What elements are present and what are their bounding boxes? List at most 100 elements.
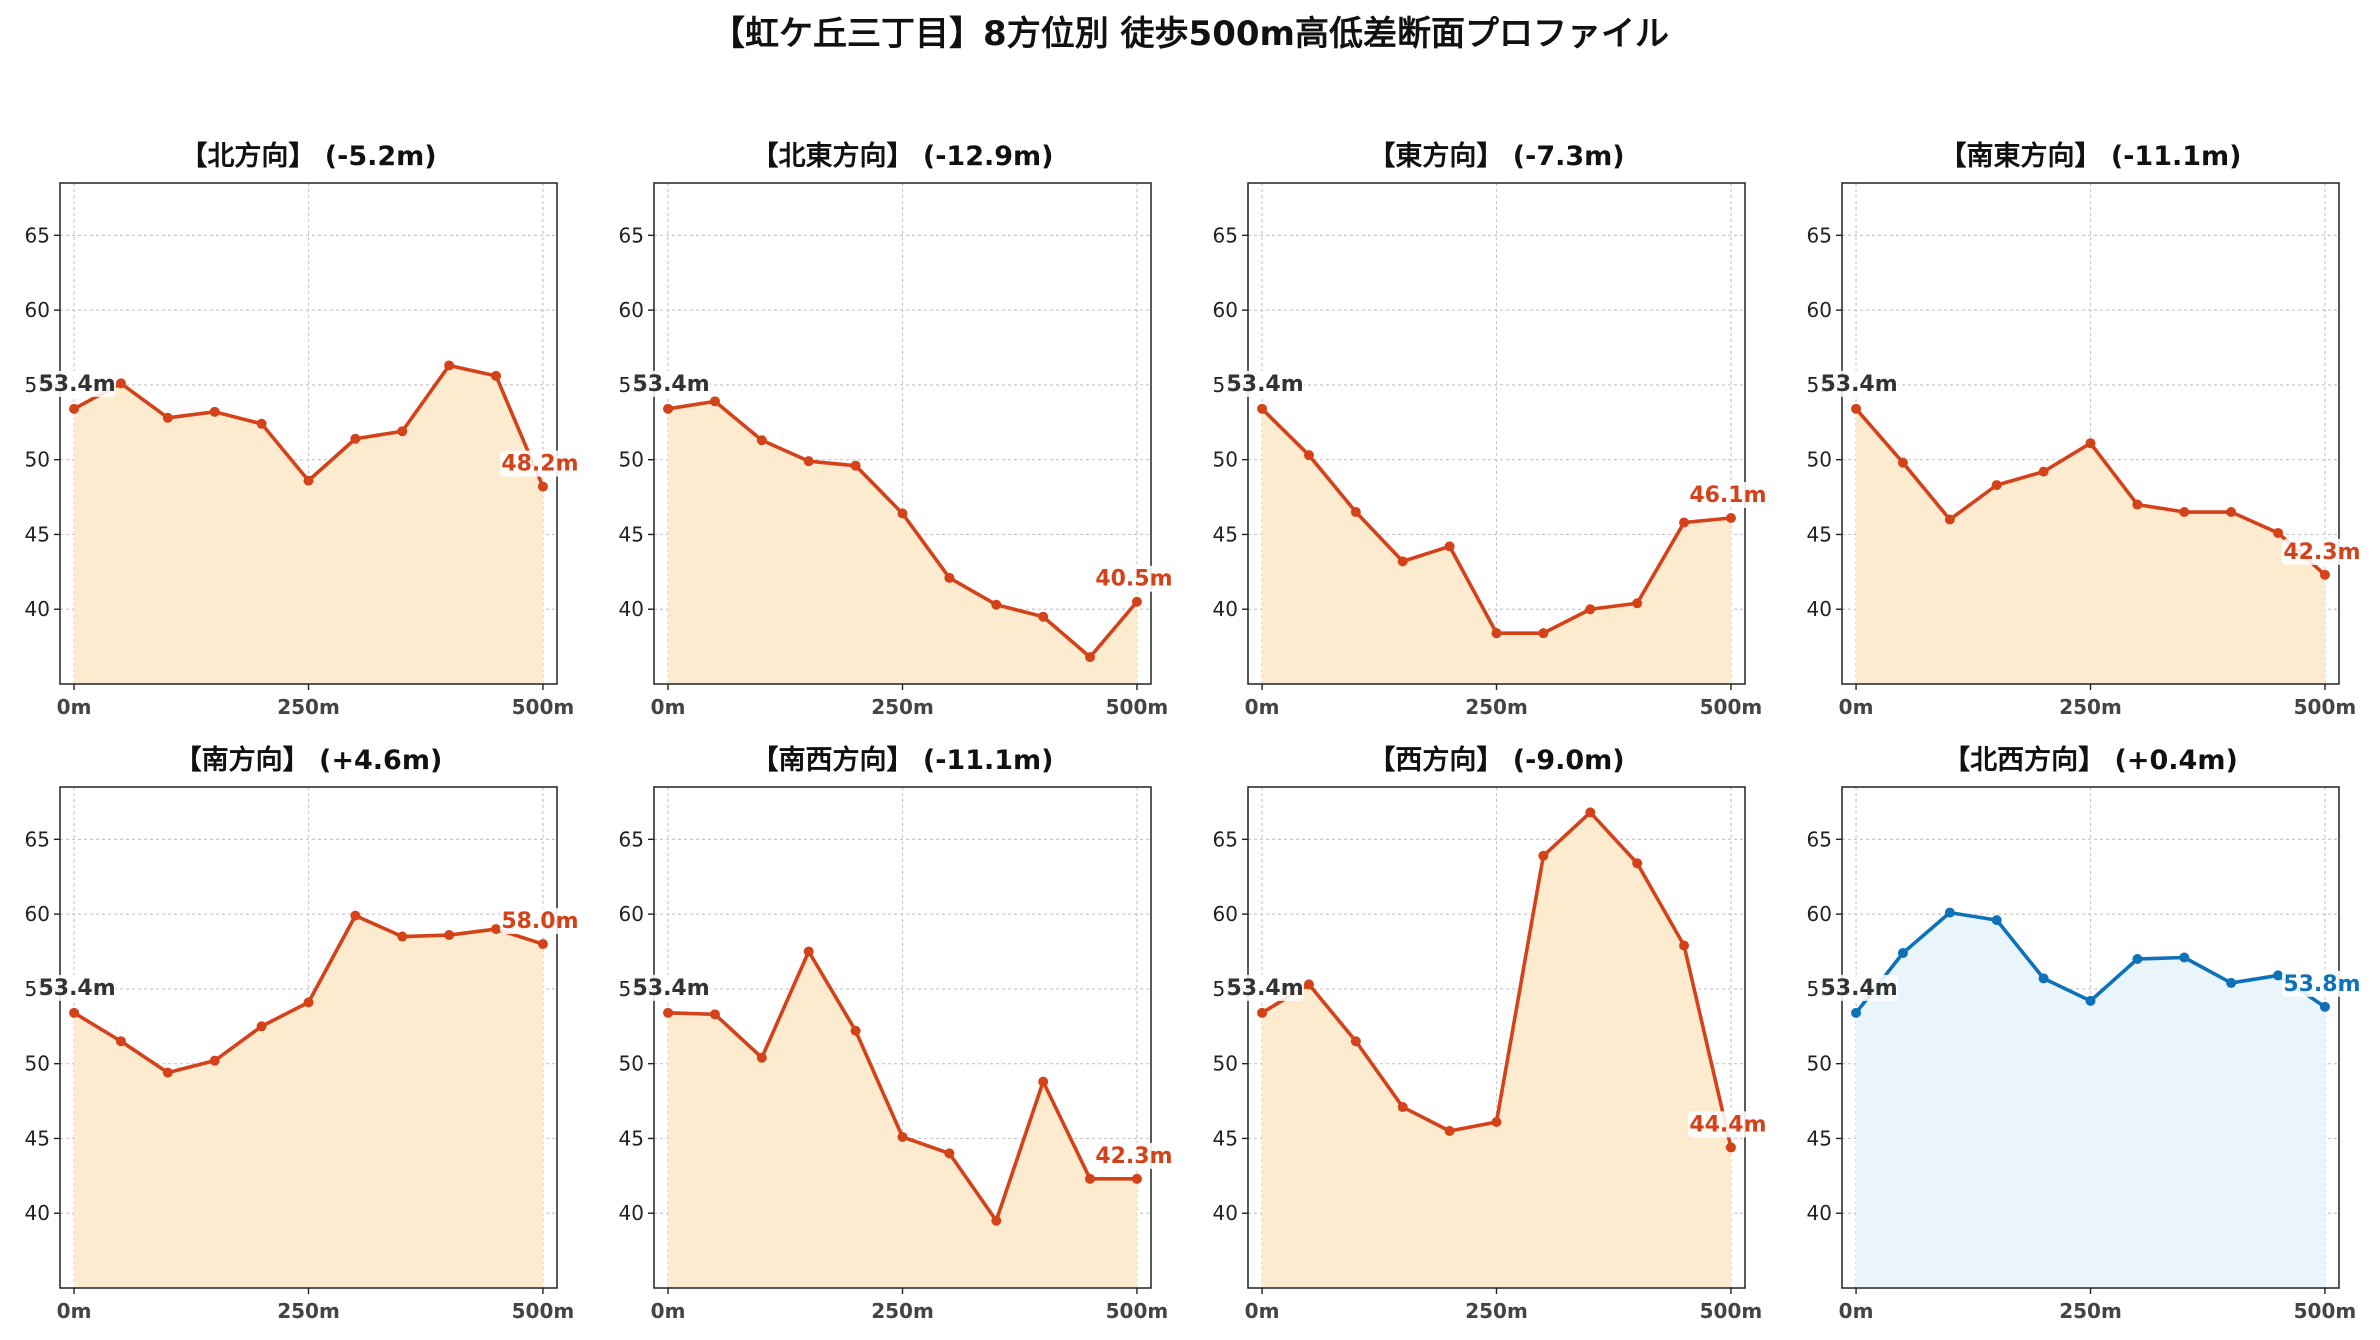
y-tick-label: 60 — [1213, 298, 1238, 322]
x-tick-label: 250m — [871, 695, 934, 719]
x-tick-label: 0m — [57, 695, 92, 719]
x-tick-label: 250m — [1465, 695, 1528, 719]
y-tick-label: 40 — [1213, 1201, 1238, 1225]
data-point — [944, 1148, 955, 1159]
start-label-bg — [632, 974, 711, 1001]
data-point — [1350, 507, 1361, 518]
data-point — [897, 1131, 908, 1142]
end-label-bg — [2281, 970, 2362, 997]
data-point — [1585, 604, 1596, 615]
x-tick-label: 0m — [651, 695, 686, 719]
elevation-area — [668, 401, 1137, 684]
start-label: 53.4m — [38, 372, 115, 397]
data-point — [756, 1052, 767, 1063]
y-tick-label: 40 — [1807, 1201, 1832, 1225]
start-label-bg — [38, 370, 117, 397]
data-point — [1725, 1142, 1736, 1153]
y-tick-label: 40 — [25, 597, 50, 621]
data-point — [491, 370, 502, 381]
end-label-bg — [499, 908, 580, 935]
elevation-area — [1262, 812, 1731, 1288]
data-point — [709, 1009, 720, 1020]
data-point — [1725, 512, 1736, 523]
end-label-bg — [499, 450, 580, 477]
data-point — [209, 1055, 220, 1066]
start-label: 53.4m — [1820, 976, 1897, 1001]
data-point — [2038, 973, 2049, 984]
start-label-bg — [1226, 370, 1305, 397]
data-point — [1632, 598, 1643, 609]
start-label-bg — [1820, 974, 1899, 1001]
data-point — [537, 481, 548, 492]
data-point — [162, 1067, 173, 1078]
chart-title: 【東方向】 (-7.3m) — [1368, 140, 1624, 172]
y-tick-label: 45 — [619, 1126, 644, 1150]
data-point — [1897, 948, 1908, 959]
x-tick-label: 250m — [871, 1299, 934, 1323]
data-point — [1632, 858, 1643, 869]
x-tick-label: 250m — [277, 695, 340, 719]
data-point — [1679, 940, 1690, 951]
y-tick-label: 45 — [1213, 1126, 1238, 1150]
y-tick-label: 45 — [25, 522, 50, 546]
end-label-bg — [1093, 565, 1174, 592]
start-label-bg — [38, 974, 117, 1001]
end-label: 40.5m — [1095, 567, 1172, 592]
x-tick-label: 250m — [1465, 1299, 1528, 1323]
data-point — [1303, 450, 1314, 461]
data-point — [803, 946, 814, 957]
data-point — [444, 930, 455, 941]
x-tick-label: 500m — [512, 1299, 575, 1323]
data-point — [897, 508, 908, 519]
y-tick-label: 65 — [1213, 223, 1238, 247]
data-point — [991, 599, 1002, 610]
chart-title: 【北東方向】 (-12.9m) — [751, 140, 1053, 172]
data-point — [397, 931, 408, 942]
data-point — [709, 396, 720, 407]
data-point — [444, 360, 455, 371]
data-point — [256, 418, 267, 429]
x-tick-label: 250m — [2059, 695, 2122, 719]
x-tick-label: 0m — [1245, 695, 1280, 719]
x-tick-label: 500m — [2294, 695, 2357, 719]
data-point — [1944, 514, 1955, 525]
data-point — [162, 412, 173, 423]
data-point — [1131, 1173, 1142, 1184]
y-tick-label: 40 — [619, 1201, 644, 1225]
data-point — [756, 435, 767, 446]
x-tick-label: 500m — [2294, 1299, 2357, 1323]
x-tick-label: 500m — [1106, 695, 1169, 719]
start-label: 53.4m — [1226, 372, 1303, 397]
data-point — [1851, 403, 1862, 414]
start-label: 53.4m — [1226, 976, 1303, 1001]
data-point — [303, 475, 314, 486]
y-tick-label: 45 — [1807, 522, 1832, 546]
start-label: 53.4m — [632, 372, 709, 397]
chart-title: 【南方向】 (+4.6m) — [175, 744, 443, 776]
x-tick-label: 500m — [1700, 1299, 1763, 1323]
data-point — [1131, 596, 1142, 607]
x-tick-label: 0m — [651, 1299, 686, 1323]
data-point — [115, 1036, 126, 1047]
elevation-area — [74, 365, 543, 684]
y-tick-label: 65 — [25, 223, 50, 247]
y-tick-label: 65 — [619, 827, 644, 851]
data-point — [1257, 1007, 1268, 1018]
page-title: 【虹ケ丘三丁目】8方位別 徒歩500m高低差断面プロファイル — [711, 14, 1669, 54]
data-point — [2179, 507, 2190, 518]
y-tick-label: 65 — [1807, 827, 1832, 851]
data-point — [1444, 541, 1455, 552]
end-label: 42.3m — [1095, 1144, 1172, 1169]
x-tick-label: 250m — [2059, 1299, 2122, 1323]
y-tick-label: 50 — [1807, 448, 1832, 472]
data-point — [1444, 1125, 1455, 1136]
y-tick-label: 45 — [619, 522, 644, 546]
data-point — [1397, 1102, 1408, 1113]
data-point — [69, 403, 80, 414]
data-point — [1585, 807, 1596, 818]
